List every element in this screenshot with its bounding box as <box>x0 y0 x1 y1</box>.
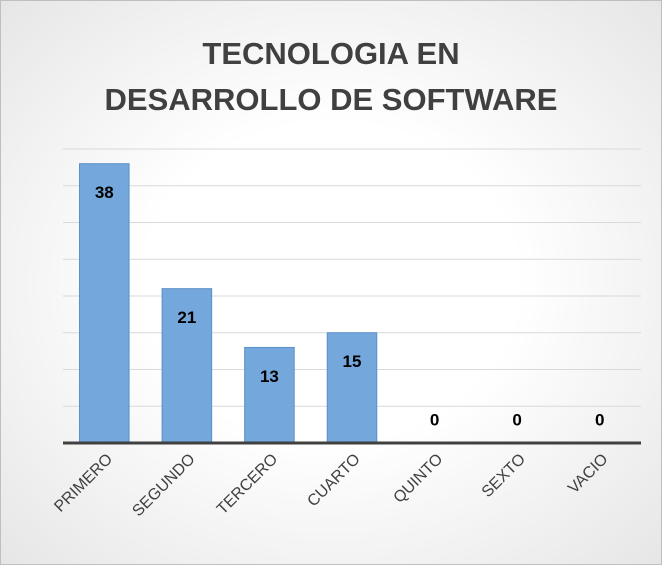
x-tick-label: TERCERO <box>214 451 281 518</box>
x-tick-label: VACIO <box>565 451 611 497</box>
x-tick-label: PRIMERO <box>51 451 116 516</box>
x-tick-label: CUARTO <box>304 451 363 510</box>
data-label: 15 <box>343 352 362 371</box>
data-label: 0 <box>512 410 521 429</box>
x-tick-label: QUINTO <box>391 451 447 507</box>
data-label: 0 <box>595 410 604 429</box>
x-tick-label: SEXTO <box>479 451 529 501</box>
bar <box>79 163 130 444</box>
data-label: 13 <box>260 367 279 386</box>
chart-title: TECNOLOGIA EN DESARROLLO DE SOFTWARE <box>104 36 558 117</box>
bar <box>244 346 295 444</box>
data-label: 0 <box>430 410 439 429</box>
bar <box>161 288 213 444</box>
data-label: 21 <box>177 308 196 327</box>
data-label: 38 <box>95 183 114 202</box>
bar <box>326 332 378 444</box>
x-tick-label: SEGUNDO <box>129 451 198 520</box>
